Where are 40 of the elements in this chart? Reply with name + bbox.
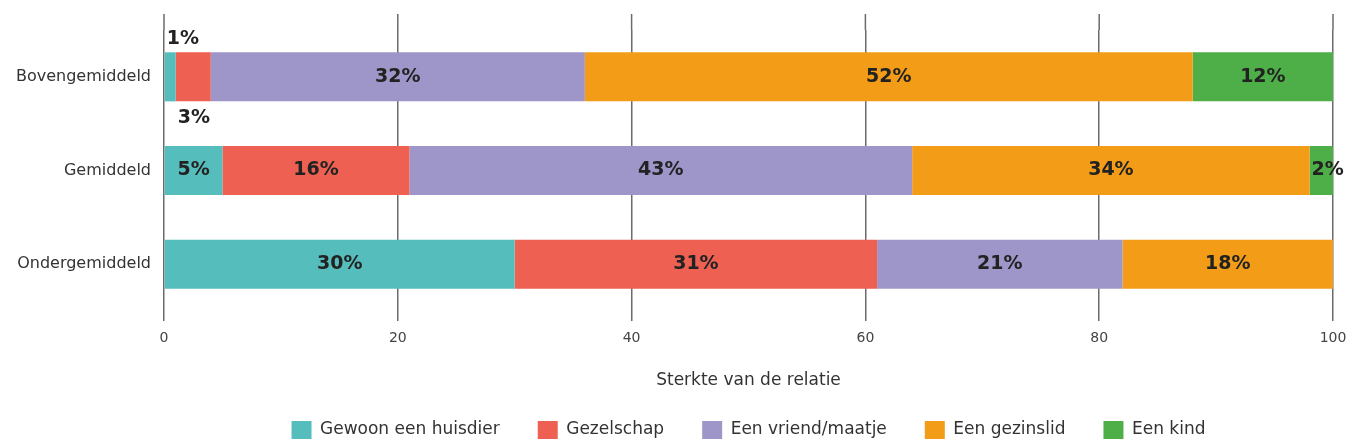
legend-label: Een gezinslid: [953, 418, 1066, 439]
bar: [210, 52, 585, 102]
data-label: 12%: [1240, 63, 1286, 86]
data-label: 32%: [375, 63, 421, 86]
x-tick-label: 80: [1090, 329, 1109, 346]
bar: [877, 239, 1123, 289]
bar: [175, 52, 211, 102]
bar: [164, 239, 515, 289]
data-label: 3%: [177, 105, 210, 128]
data-label: 52%: [866, 63, 912, 86]
bar: [164, 52, 176, 102]
bar: [409, 145, 913, 196]
data-label: 30%: [316, 251, 363, 274]
legend-label: Een vriend/maatje: [730, 418, 887, 439]
legend-label: Een kind: [1131, 418, 1206, 439]
bar: [1122, 239, 1333, 289]
y-tick-label: Gemiddeld: [63, 159, 151, 179]
data-label: 5%: [177, 157, 210, 180]
bar: [1192, 52, 1333, 102]
x-tick-label: 20: [388, 329, 407, 346]
bar: [222, 145, 410, 196]
x-tick-label: 0: [159, 329, 169, 346]
data-label: 43%: [638, 157, 684, 180]
x-tick-label: 60: [856, 329, 875, 346]
data-label: 1%: [166, 26, 200, 49]
legend-label: Gezelschap: [566, 418, 665, 439]
data-label: 31%: [673, 251, 719, 274]
x-axis-title: Sterkte van de relatie: [656, 369, 841, 390]
x-tick-label: 100: [1319, 329, 1347, 346]
data-label: 21%: [977, 251, 1023, 274]
legend-label: Gewoon een huisdier: [320, 418, 500, 439]
data-label: 18%: [1205, 251, 1251, 274]
data-label: 34%: [1088, 157, 1134, 180]
x-tick-label: 40: [622, 329, 641, 346]
y-tick-label: Ondergemiddeld: [17, 253, 151, 273]
y-tick-label: Bovengemiddeld: [15, 65, 151, 85]
data-label: 16%: [293, 157, 339, 180]
bar: [514, 239, 878, 289]
bar: [912, 145, 1310, 196]
bar: [584, 52, 1193, 102]
